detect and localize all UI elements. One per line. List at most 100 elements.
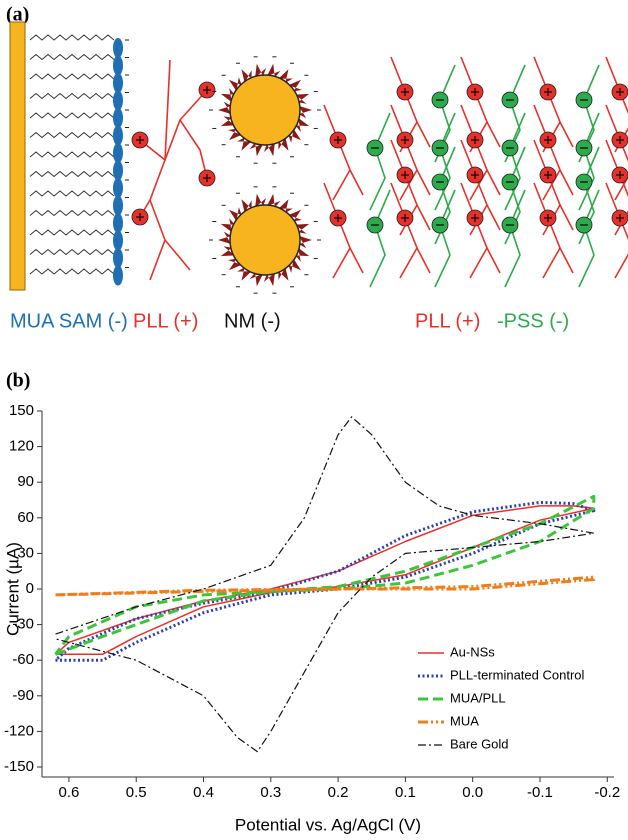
spike [228,258,242,271]
spike [241,199,252,213]
polymer-chain [486,121,501,148]
polymer-chain [416,247,431,274]
alkyl-chain [29,53,115,61]
spike [266,63,281,78]
schematic [9,21,628,294]
alkyl-chain [29,151,115,158]
spike [288,79,302,92]
spike [298,235,312,249]
y-tick-label: 60 [17,509,34,526]
y-tick-label: -150 [4,758,34,775]
alkyl-chain [29,131,115,139]
layer-label: -PSS (-) [497,310,569,332]
layer-label: PLL (+) [415,310,480,332]
alkyl-chain [29,248,115,256]
layer-label: MUA SAM (-) [10,310,128,332]
carboxyl-group [113,248,123,268]
legend-label: Au-NSs [450,644,495,659]
spike [220,116,235,127]
spike [229,77,242,92]
polymer-chain [434,224,451,288]
spike [237,267,252,281]
spike [218,231,232,245]
spike [295,117,310,132]
spike [228,128,242,141]
polymer-chain [486,169,501,196]
carboxyl-group [113,90,123,111]
spike [263,272,275,287]
y-tick-label: 90 [17,473,34,490]
polymer-chain [559,121,574,148]
legend-label: MUA/PLL [450,690,506,705]
spike [278,69,293,83]
gold-electrode [9,21,26,291]
carboxyl-group [113,213,123,233]
spike [278,267,289,281]
y-tick-label: 120 [9,438,34,455]
spike [249,142,264,157]
polymer-chain [369,224,386,288]
carboxyl-group [113,125,123,146]
spike [255,63,267,78]
panel-label: (a) [6,4,29,26]
spike [295,93,310,104]
alkyl-chain [29,268,115,275]
y-tick-label: 0 [26,580,34,597]
polymer-chain [559,204,574,231]
carboxyl-group [113,38,123,58]
alkyl-chain [29,229,115,236]
polymer-chain [416,169,431,196]
x-tick-label: 0.2 [328,784,349,801]
polymer-chain [486,204,501,231]
spike [295,247,310,262]
nanostar-core [229,204,301,276]
polymer-chain [559,247,574,274]
polymer-chain [578,224,595,288]
x-axis-label: Potential vs. Ag/AgCl (V) [235,815,421,834]
legend-label: MUA [450,713,479,728]
x-tick-label: 0.5 [126,784,147,801]
x-tick-label: 0.3 [260,784,281,801]
layer-label: NM (-) [224,310,281,332]
polymer-chain [416,204,431,231]
polymer-chain [614,139,628,201]
polymer-chain [504,224,521,288]
layer-label: PLL (+) [133,310,198,332]
x-tick-label: 0.0 [462,784,483,801]
spike [263,142,275,157]
spike [288,209,302,222]
legend-label: PLL-terminated Control [450,667,585,682]
polymer-chain [614,217,628,279]
polymer-chain [504,147,521,211]
polymer-chain [332,139,351,201]
spike [220,88,235,103]
carboxyl-group [113,55,123,76]
y-axis-label: Current (µA) [3,542,22,636]
spike [220,218,235,233]
nanostar-core [229,74,301,146]
panel-label: (b) [6,370,30,392]
carboxyl-group [113,160,123,181]
spike [298,105,312,119]
polymer-chain [399,217,418,279]
alkyl-chain [29,34,115,41]
x-tick-label: 0.6 [58,784,79,801]
alkyl-chain [29,190,115,197]
carboxyl-group [113,230,123,251]
spike [220,246,235,257]
spike [288,128,301,143]
series-line [55,505,595,656]
spike [237,137,252,151]
y-tick-label: -90 [12,687,34,704]
polymer-chain [139,89,208,162]
alkyl-chain [29,92,115,100]
polymer-chain [349,169,364,196]
polymer-chain [369,147,386,211]
polymer-chain [179,119,208,179]
polymer-chain [486,247,501,274]
polymer-chain [416,121,431,148]
spike [266,193,281,208]
spike [229,207,242,222]
